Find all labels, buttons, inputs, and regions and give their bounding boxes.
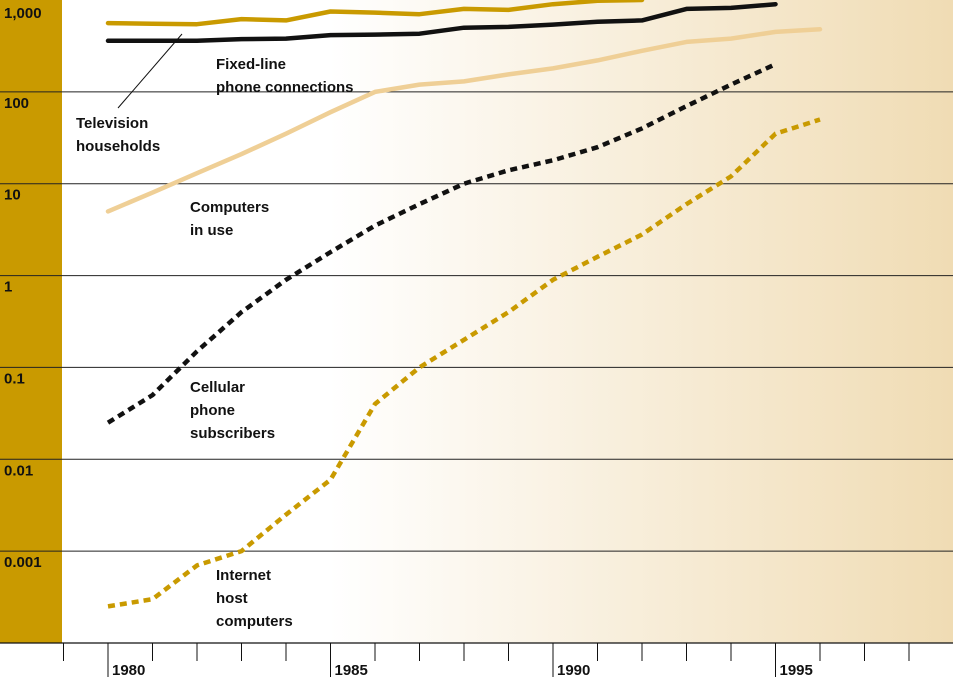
y-tick-label: 100 (4, 95, 29, 112)
series-label: Cellular (190, 379, 245, 396)
x-tick-label: 1985 (335, 662, 368, 677)
y-tick-label: 1,000 (4, 5, 42, 22)
series-label: phone (190, 402, 235, 419)
series-labels: Television households Fixed-line phone conn… (76, 33, 354, 630)
x-axis: 1980 1985 1990 1995 (0, 642, 953, 677)
series-label: subscribers (190, 425, 275, 442)
series-label: in use (190, 222, 233, 239)
series-label: phone connections (216, 79, 354, 96)
series-label: Internet (216, 567, 271, 584)
y-tick-label: 1 (4, 279, 12, 296)
series-label: households (76, 138, 160, 155)
x-tick-label: 1980 (112, 662, 145, 677)
y-tick-label: 0.01 (4, 462, 33, 479)
series-line (105, 0, 645, 27)
plot-background (62, 0, 953, 643)
y-tick-label: 0.001 (4, 554, 42, 571)
series-label: Television (76, 115, 148, 132)
series-line (105, 27, 823, 214)
series-lines (105, 0, 823, 609)
x-tick-label: 1990 (557, 662, 590, 677)
series-line (107, 117, 821, 609)
series-label: host (216, 590, 248, 607)
y-axis-labels: 1,000 100 10 1 0.1 0.01 0.001 (4, 5, 42, 571)
y-tick-label: 10 (4, 187, 21, 204)
series-label: computers (216, 613, 293, 630)
y-tick-label: 0.1 (4, 370, 25, 387)
y-axis-band (0, 0, 62, 643)
leader-line (117, 33, 183, 109)
series-line (106, 62, 777, 425)
series-line (105, 1, 778, 44)
series-label: Computers (190, 199, 269, 216)
series-label: Fixed-line (216, 56, 286, 73)
grid-lines (0, 91, 953, 552)
x-tick-label: 1995 (780, 662, 813, 677)
